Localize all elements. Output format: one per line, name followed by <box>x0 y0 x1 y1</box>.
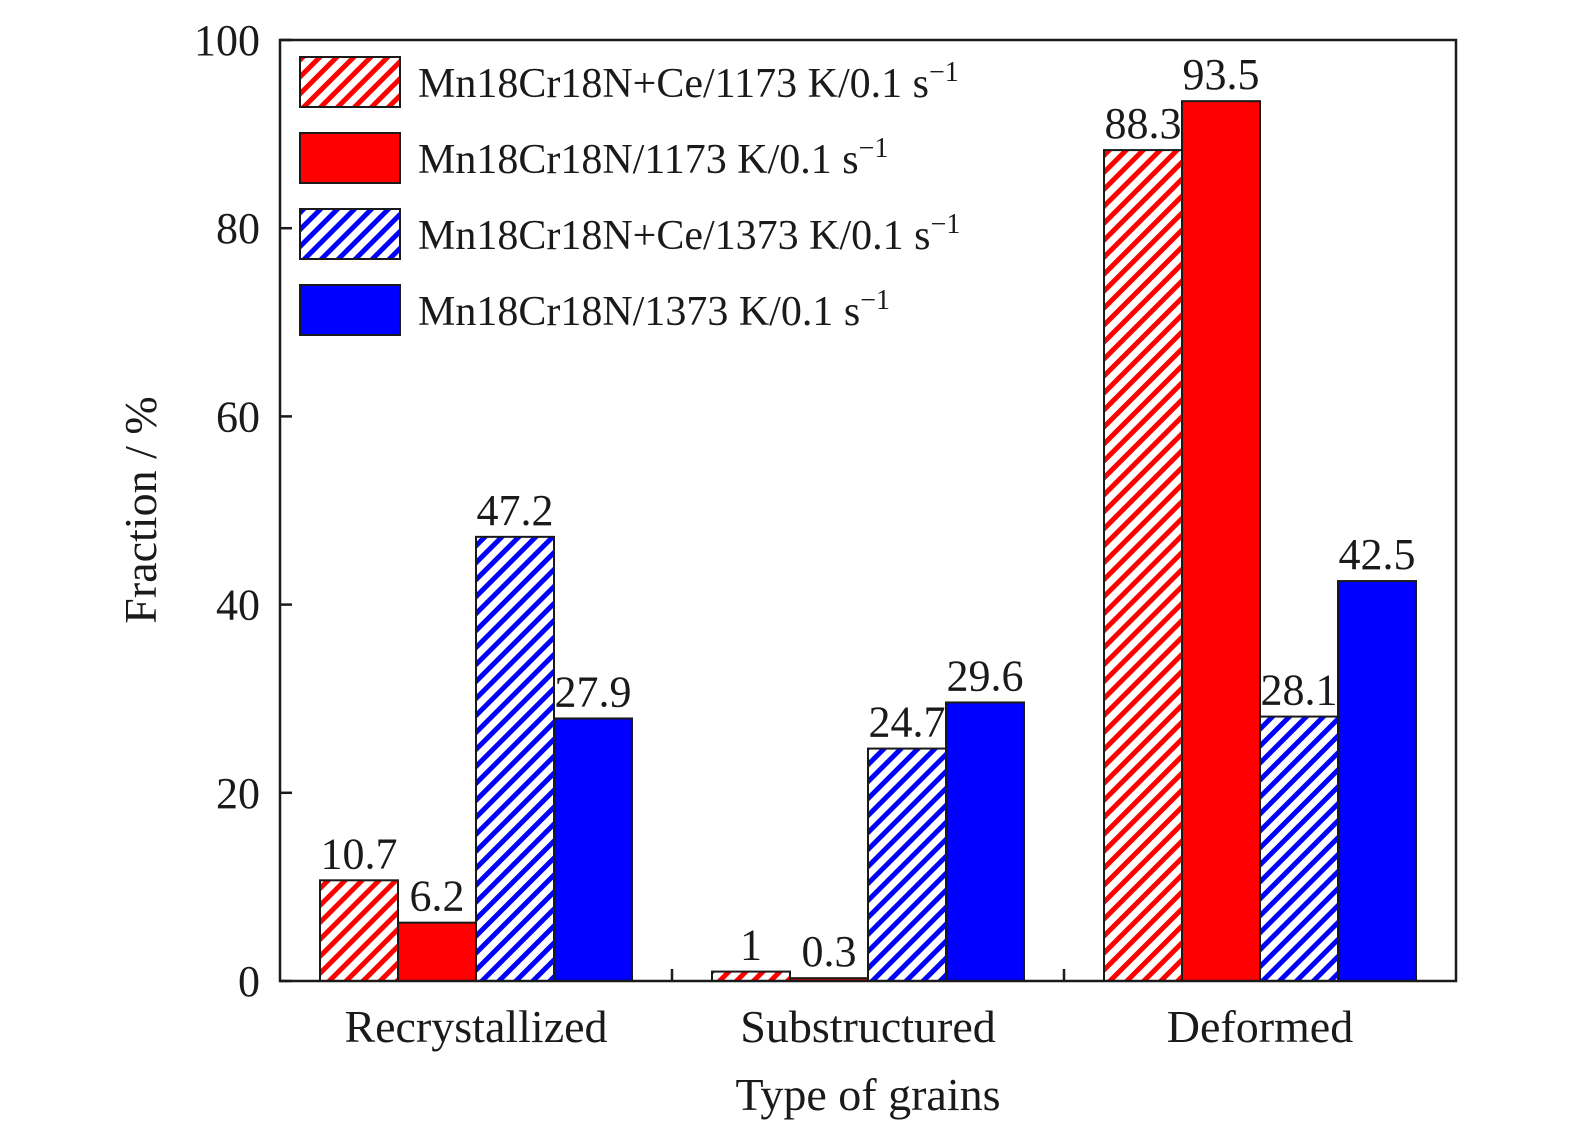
bar-recrystallized-series-2 <box>397 921 477 983</box>
plot-frame <box>278 38 1458 983</box>
data-label: 0.3 <box>802 927 857 976</box>
legend-swatch-4 <box>299 284 401 336</box>
legend-label-superscript: −1 <box>931 209 961 240</box>
data-label: 28.1 <box>1261 666 1338 715</box>
bar-recrystallized-series-3 <box>475 535 555 983</box>
legend-label-text: Mn18Cr18N+Ce/1173 K/0.1 s <box>418 61 929 107</box>
x-tick-label: Deformed <box>1167 1001 1353 1052</box>
y-tick-label: 100 <box>194 16 260 65</box>
y-tick-label: 60 <box>216 392 260 441</box>
legend-label-text: Mn18Cr18N/1173 K/0.1 s <box>418 137 859 183</box>
y-tick-label: 20 <box>216 769 260 818</box>
x-axis-title: Type of grains <box>735 1069 1000 1120</box>
bars-layer <box>319 100 1417 983</box>
x-tick-label: Recrystallized <box>344 1001 607 1052</box>
data-label: 6.2 <box>410 872 465 921</box>
legend-label-text: Mn18Cr18N/1373 K/0.1 s <box>418 289 860 335</box>
legend-label-superscript: −1 <box>929 57 959 88</box>
bar-deformed-series-3 <box>1259 715 1339 982</box>
legend: Mn18Cr18N+Ce/1173 K/0.1 s−1Mn18Cr18N/117… <box>299 56 960 336</box>
y-tick-label: 40 <box>216 581 260 630</box>
bar-deformed-series-1 <box>1103 149 1183 983</box>
bar-substructured-series-4 <box>945 701 1025 982</box>
y-tick-label: 80 <box>216 204 260 253</box>
legend-label-superscript: −1 <box>860 285 890 316</box>
legend-label-superscript: −1 <box>859 133 889 164</box>
bar-substructured-series-3 <box>867 747 947 982</box>
data-label: 93.5 <box>1183 50 1260 99</box>
legend-label-text: Mn18Cr18N+Ce/1373 K/0.1 s <box>418 213 931 259</box>
x-tick-label: Substructured <box>740 1001 996 1052</box>
legend-swatch-3 <box>299 208 401 260</box>
data-labels-layer: 10.7 1 88.3 6.2 0.3 93.5 47.2 24.7 28.1 27.9 29.6 4… <box>321 50 1416 976</box>
data-label: 29.6 <box>947 651 1024 700</box>
bar-deformed-series-2 <box>1181 100 1261 983</box>
axes-layer: 0 20 40 60 80 100 Recrystallized Substructured D… <box>194 16 1353 1052</box>
bar-recrystallized-series-1 <box>319 879 399 982</box>
data-label: 1 <box>740 921 762 970</box>
data-label: 24.7 <box>869 698 946 747</box>
legend-swatch-2 <box>299 132 401 184</box>
legend-label-1: Mn18Cr18N+Ce/1173 K/0.1 s−1 <box>418 57 959 107</box>
y-axis-title: Fraction / % <box>115 396 166 623</box>
data-label: 88.3 <box>1105 99 1182 148</box>
data-label: 42.5 <box>1339 530 1416 579</box>
legend-label-4: Mn18Cr18N/1373 K/0.1 s−1 <box>418 285 890 335</box>
legend-label-3: Mn18Cr18N+Ce/1373 K/0.1 s−1 <box>418 209 960 259</box>
bar-substructured-series-1 <box>711 970 791 983</box>
bar-deformed-series-4 <box>1337 580 1417 982</box>
bar-recrystallized-series-4 <box>553 717 633 982</box>
data-label: 27.9 <box>555 667 632 716</box>
legend-swatch-1 <box>299 56 401 108</box>
data-label: 10.7 <box>321 829 398 878</box>
y-tick-label: 0 <box>238 957 260 1006</box>
legend-label-2: Mn18Cr18N/1173 K/0.1 s−1 <box>418 133 888 183</box>
data-label: 47.2 <box>477 486 554 535</box>
